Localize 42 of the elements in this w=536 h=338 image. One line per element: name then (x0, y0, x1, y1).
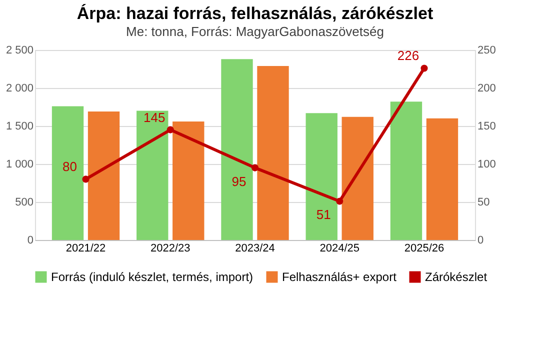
bar (342, 116, 374, 240)
bar (172, 121, 204, 240)
y-tick-label: 1 000 (6, 158, 34, 170)
x-tick-label: 2023/24 (235, 242, 275, 254)
bar (52, 106, 84, 240)
y-tick-label: 500 (15, 196, 34, 208)
bar (136, 110, 168, 240)
point (420, 64, 428, 72)
legend-label: Forrás (induló készlet, termés, import) (51, 270, 254, 284)
data-label: 80 (62, 159, 78, 174)
chart-subtitle: Me: tonna, Forrás: MagyarGabonaszövetség (126, 24, 384, 39)
y-tick-label: 2 500 (6, 44, 34, 56)
y2-tick-label: 150 (478, 120, 496, 132)
data-label: 51 (316, 207, 331, 222)
legend-label: Zárókészlet (425, 270, 488, 284)
data-label: 145 (144, 110, 166, 125)
bar (390, 102, 422, 240)
point (82, 176, 90, 183)
x-tick-label: 2021/22 (66, 242, 106, 254)
y2-tick-label: 0 (478, 234, 484, 246)
chart-title: Árpa: hazai forrás, felhasználás, zárókészlet (76, 3, 434, 23)
y2-tick-label: 250 (478, 44, 496, 56)
point (251, 164, 259, 172)
legend-label: Felhasználás+ export (282, 270, 398, 284)
point (336, 198, 344, 205)
y2-tick-label: 200 (478, 82, 496, 94)
data-label: 226 (397, 48, 420, 64)
bar (257, 66, 289, 240)
x-tick-label: 2022/23 (150, 242, 190, 254)
bar (88, 112, 120, 240)
bar (426, 118, 458, 240)
x-tick-label: 2025/26 (404, 242, 444, 254)
data-label: 95 (232, 174, 246, 189)
x-tick-label: 2024/25 (320, 242, 360, 254)
y-tick-label: 2 000 (6, 82, 34, 94)
y-tick-label: 0 (27, 234, 34, 246)
y2-tick-label: 100 (478, 158, 496, 170)
y-tick-label: 1 500 (6, 120, 34, 132)
y2-tick-label: 50 (478, 196, 490, 208)
bar (221, 59, 253, 240)
bar (306, 113, 338, 240)
point (166, 126, 174, 134)
